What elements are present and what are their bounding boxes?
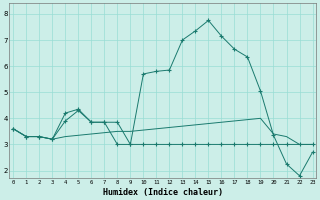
X-axis label: Humidex (Indice chaleur): Humidex (Indice chaleur) [103, 188, 223, 197]
